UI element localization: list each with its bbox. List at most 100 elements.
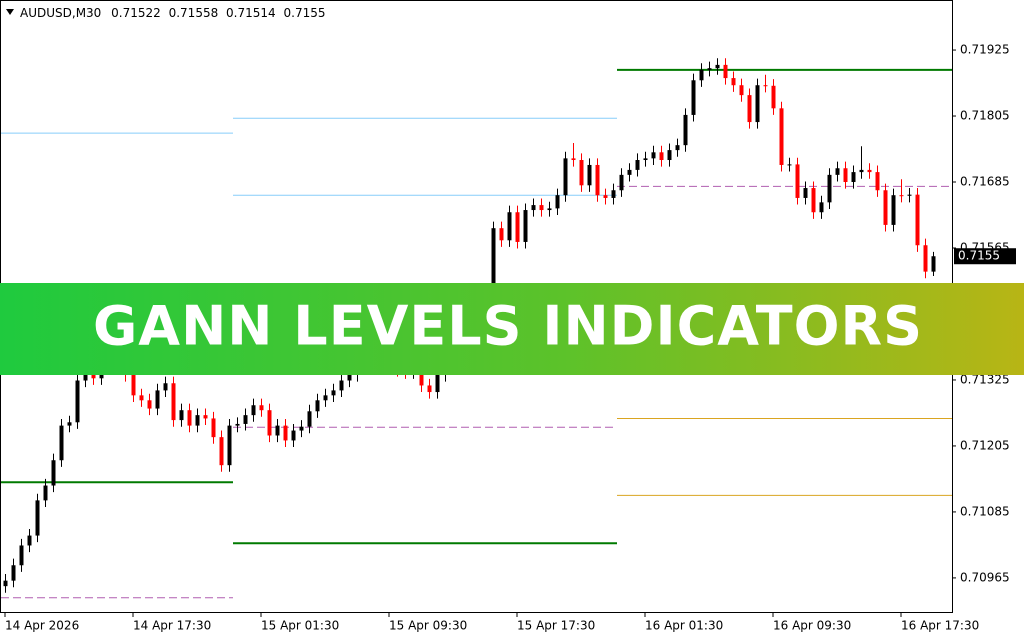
y-tick-label: 0.71685: [960, 175, 1010, 189]
banner-title: GANN LEVELS INDICATORS: [93, 295, 923, 358]
candle-body: [307, 411, 312, 427]
candle-body: [595, 164, 600, 196]
open-value: 0.71522: [111, 6, 161, 20]
candle-body: [699, 69, 704, 81]
y-tick-label: 0.71325: [960, 372, 1010, 386]
candle-body: [723, 64, 728, 79]
header-text: AUDUSD,M30 0.71522 0.71558 0.71514 0.715…: [20, 6, 326, 20]
candle-body: [787, 164, 792, 166]
candle-body: [867, 169, 872, 173]
candle-body: [419, 368, 424, 386]
candle-body: [931, 256, 936, 272]
candle-body: [51, 460, 56, 486]
candle-body: [875, 172, 880, 191]
candle-body: [203, 415, 208, 419]
candle-body: [803, 188, 808, 198]
candle-body: [251, 405, 256, 416]
candle-body: [43, 485, 48, 501]
candle-body: [539, 205, 544, 211]
candle-body: [259, 405, 264, 411]
candle-body: [715, 64, 720, 69]
candle-body: [707, 68, 712, 70]
candle-body: [139, 395, 144, 401]
candle-body: [187, 410, 192, 426]
candle-body: [331, 390, 336, 396]
candle-body: [491, 228, 496, 301]
candle-body: [11, 565, 16, 581]
price-tag-label: 0.7155: [958, 249, 1000, 263]
x-tick-label: 16 Apr 09:30: [773, 619, 851, 633]
candle-body: [235, 423, 240, 426]
candle-body: [499, 228, 504, 241]
candle-body: [147, 400, 152, 409]
candle-body: [915, 194, 920, 246]
candle-body: [179, 410, 184, 421]
banner: GANN LEVELS INDICATORS: [0, 283, 1024, 375]
candle-body: [507, 212, 512, 241]
candle-body: [339, 380, 344, 391]
candle-body: [243, 415, 248, 424]
candle-body: [883, 190, 888, 225]
header: AUDUSD,M30 0.71522 0.71558 0.71514 0.715…: [6, 6, 326, 20]
candle-body: [299, 426, 304, 431]
y-tick-label: 0.71805: [960, 109, 1010, 123]
price-tag: [954, 248, 1016, 265]
candle-body: [515, 212, 520, 242]
candle-body: [435, 375, 440, 393]
candle-body: [891, 195, 896, 225]
x-tick-label: 15 Apr 17:30: [517, 619, 595, 633]
candle-body: [779, 108, 784, 165]
candle-body: [691, 80, 696, 115]
candle-body: [163, 383, 168, 391]
candle-body: [603, 195, 608, 198]
candle-body: [315, 400, 320, 412]
candle-body: [227, 425, 232, 466]
candle-body: [811, 188, 816, 213]
candle-body: [155, 390, 160, 409]
x-tick-label: 15 Apr 09:30: [389, 619, 467, 633]
candle-body: [739, 85, 744, 96]
menu-triangle: [6, 9, 14, 15]
candle-body: [347, 375, 352, 381]
candle-body: [75, 380, 80, 423]
high-value: 0.71558: [169, 6, 219, 20]
candle-body: [35, 500, 40, 536]
candle-body: [755, 85, 760, 123]
candle-body: [555, 195, 560, 209]
candle-body: [651, 152, 656, 159]
y-tick-label: 0.71205: [960, 438, 1010, 452]
candle-body: [547, 208, 552, 211]
candle-body: [67, 422, 72, 426]
x-tick-label: 15 Apr 01:30: [261, 619, 339, 633]
candle-body: [771, 85, 776, 109]
candle-body: [195, 415, 200, 426]
candle-body: [835, 168, 840, 175]
candle-body: [795, 164, 800, 198]
y-tick-label: 0.71925: [960, 43, 1010, 57]
low-value: 0.71514: [226, 6, 276, 20]
candle-body: [611, 190, 616, 198]
symbol: AUDUSD,M30: [20, 6, 101, 20]
y-tick-label: 0.71085: [960, 504, 1010, 518]
candle-body: [819, 202, 824, 213]
candle-body: [731, 78, 736, 86]
candle-body: [667, 150, 672, 161]
candle-body: [675, 145, 680, 151]
candle-body: [907, 194, 912, 196]
candle-body: [523, 210, 528, 242]
candle-body: [763, 85, 768, 87]
candle-body: [851, 172, 856, 183]
candle-body: [627, 169, 632, 175]
candle-body: [747, 95, 752, 123]
candle-body: [27, 535, 32, 546]
candle-body: [859, 169, 864, 173]
candle-body: [635, 160, 640, 170]
candle-body: [59, 425, 64, 461]
candle-body: [219, 437, 224, 466]
candle-body: [3, 580, 8, 587]
candle-body: [587, 164, 592, 186]
candle-body: [19, 545, 24, 566]
candle-body: [571, 158, 576, 161]
x-tick-label: 14 Apr 2026: [5, 619, 79, 633]
